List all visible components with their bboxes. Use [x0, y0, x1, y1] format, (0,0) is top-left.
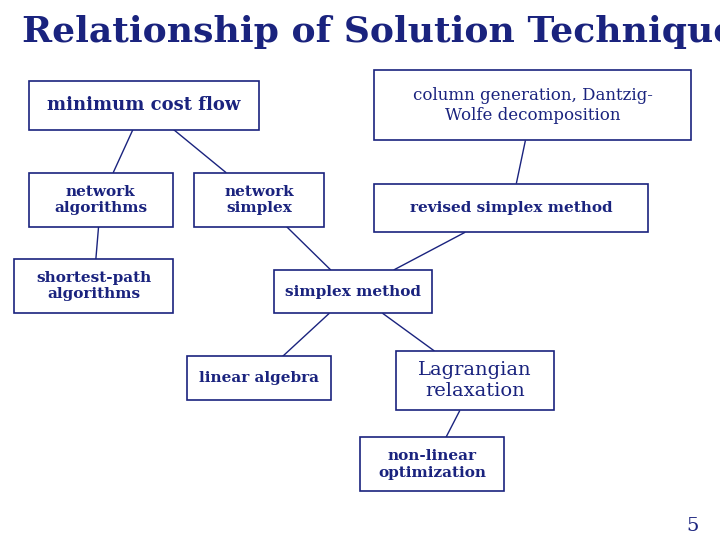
FancyBboxPatch shape [396, 351, 554, 410]
Text: shortest-path
algorithms: shortest-path algorithms [36, 271, 151, 301]
FancyBboxPatch shape [187, 356, 331, 400]
Text: 5: 5 [686, 517, 698, 535]
Text: simplex method: simplex method [285, 285, 420, 299]
FancyBboxPatch shape [374, 70, 691, 140]
Text: minimum cost flow: minimum cost flow [48, 96, 240, 114]
FancyBboxPatch shape [14, 259, 173, 313]
Text: network
simplex: network simplex [225, 185, 294, 215]
Text: revised simplex method: revised simplex method [410, 201, 613, 215]
Text: network
algorithms: network algorithms [54, 185, 148, 215]
Text: Relationship of Solution Techniques: Relationship of Solution Techniques [22, 16, 720, 49]
Text: column generation, Dantzig-
Wolfe decomposition: column generation, Dantzig- Wolfe decomp… [413, 87, 653, 124]
FancyBboxPatch shape [29, 81, 259, 130]
FancyBboxPatch shape [29, 173, 173, 227]
FancyBboxPatch shape [360, 437, 504, 491]
Text: linear algebra: linear algebra [199, 371, 319, 385]
Text: non-linear
optimization: non-linear optimization [378, 449, 486, 480]
Text: Lagrangian
relaxation: Lagrangian relaxation [418, 361, 532, 400]
FancyBboxPatch shape [374, 184, 648, 232]
FancyBboxPatch shape [274, 270, 432, 313]
FancyBboxPatch shape [194, 173, 324, 227]
